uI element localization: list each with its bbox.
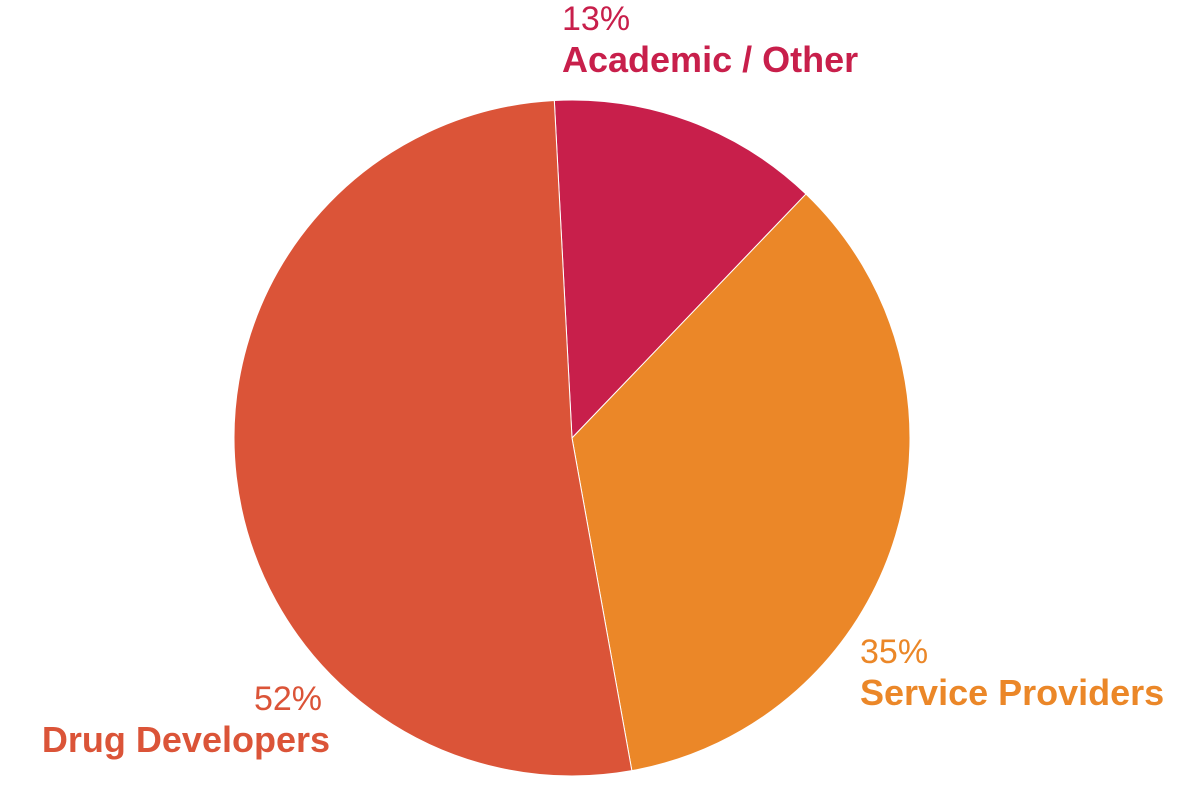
slice-name-academic-other: Academic / Other (562, 39, 859, 80)
slice-percent-drug-developers: 52% (253, 680, 322, 718)
slice-label-academic-other: 13% Academic / Other (562, 2, 858, 78)
slice-percent-academic-other: 13% (562, 0, 631, 38)
pie-slice-service-providers (571, 193, 911, 772)
slice-percent-service-providers: 35% (860, 633, 929, 671)
slice-name-service-providers: Service Providers (860, 672, 1165, 713)
slice-name-drug-developers: Drug Developers (41, 719, 330, 760)
pie-slice-academic-other (553, 99, 807, 440)
slice-label-service-providers: 35% Service Providers (860, 635, 1164, 711)
slice-label-drug-developers: 52% Drug Developers (18, 682, 330, 758)
pie-slice-drug-developers (233, 99, 633, 777)
